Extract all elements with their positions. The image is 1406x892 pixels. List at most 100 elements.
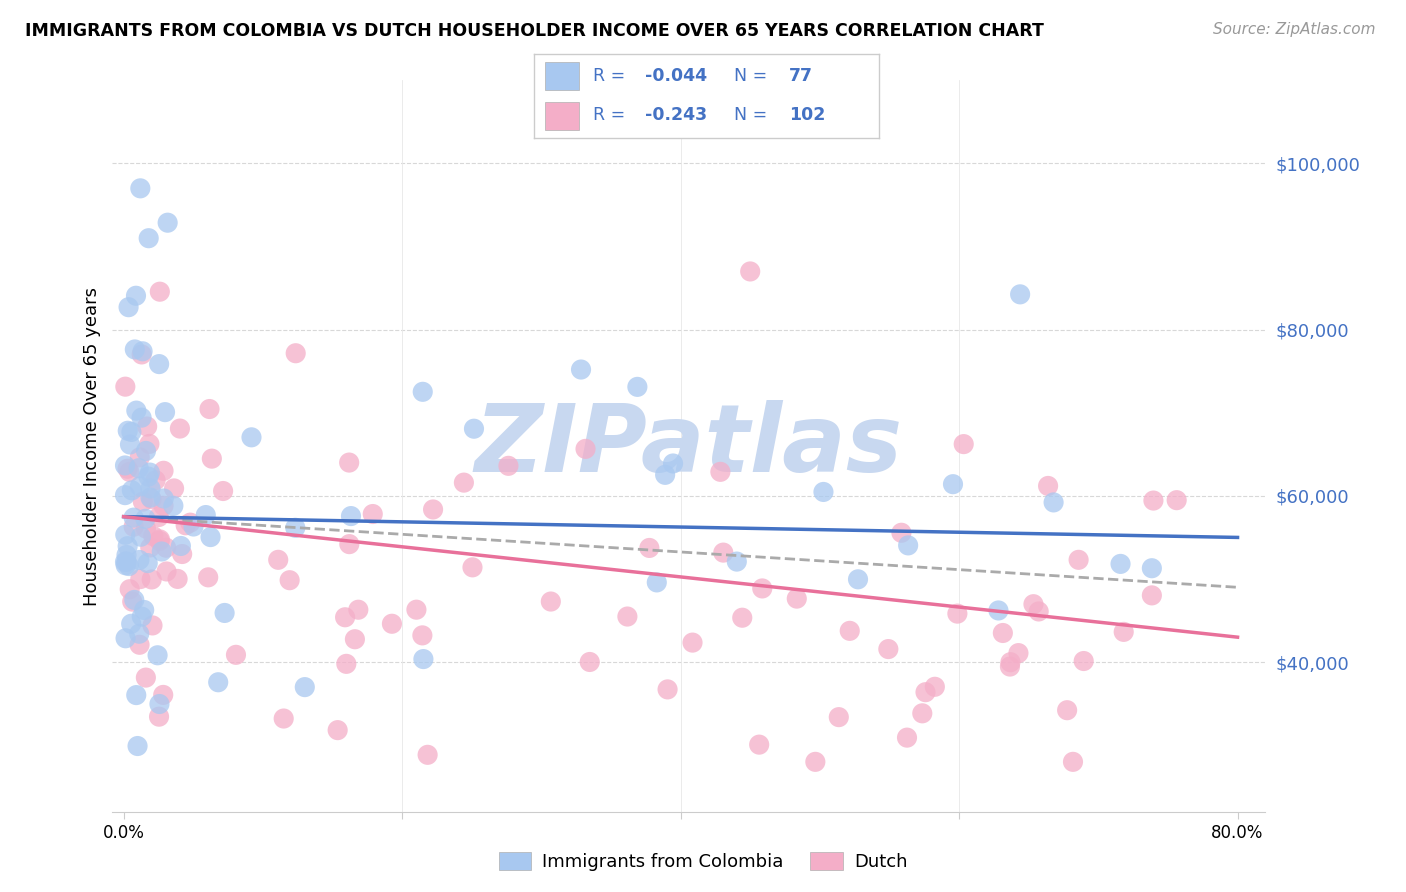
Point	[149, 285, 172, 299]
Text: ZIPatlas: ZIPatlas	[475, 400, 903, 492]
Point	[416, 747, 439, 762]
Point	[131, 410, 153, 425]
Point	[638, 541, 661, 555]
Point	[1007, 646, 1029, 660]
Point	[453, 475, 475, 490]
Point	[1028, 604, 1050, 618]
Point	[129, 572, 152, 586]
Point	[214, 606, 236, 620]
Point	[114, 488, 136, 502]
Point	[828, 710, 851, 724]
Point	[118, 559, 141, 574]
Text: Source: ZipAtlas.com: Source: ZipAtlas.com	[1212, 22, 1375, 37]
Point	[122, 519, 145, 533]
Point	[125, 688, 148, 702]
Point	[1022, 597, 1045, 611]
Point	[166, 572, 188, 586]
Point	[896, 731, 918, 745]
Point	[170, 539, 193, 553]
Point	[114, 458, 136, 473]
Point	[207, 675, 229, 690]
Point	[1112, 624, 1135, 639]
Point	[141, 618, 163, 632]
Point	[381, 616, 404, 631]
Text: N =: N =	[734, 106, 773, 124]
Point	[114, 528, 136, 542]
Point	[751, 582, 773, 596]
Point	[200, 530, 222, 544]
Point	[150, 544, 173, 558]
Point	[152, 491, 174, 506]
Point	[135, 522, 157, 536]
Point	[134, 512, 156, 526]
Point	[240, 430, 263, 444]
Point	[645, 575, 668, 590]
Point	[139, 466, 162, 480]
Point	[616, 609, 638, 624]
Point	[128, 450, 150, 465]
Point	[155, 541, 177, 555]
Point	[117, 539, 139, 553]
Point	[343, 632, 366, 647]
Point	[118, 437, 141, 451]
Point	[139, 541, 162, 555]
Point	[1140, 561, 1163, 575]
Point	[156, 216, 179, 230]
Point	[174, 518, 197, 533]
Y-axis label: Householder Income Over 65 years: Householder Income Over 65 years	[83, 286, 101, 606]
Point	[897, 538, 920, 552]
Point	[335, 657, 357, 671]
Point	[1109, 557, 1132, 571]
Point	[731, 611, 754, 625]
Point	[135, 444, 157, 458]
Point	[118, 465, 141, 479]
Point	[139, 482, 162, 496]
Point	[145, 473, 167, 487]
Point	[278, 573, 301, 587]
Point	[128, 461, 150, 475]
Point	[725, 555, 748, 569]
Point	[786, 591, 808, 606]
Point	[114, 632, 136, 646]
Point	[129, 530, 152, 544]
Text: IMMIGRANTS FROM COLOMBIA VS DUTCH HOUSEHOLDER INCOME OVER 65 YEARS CORRELATION C: IMMIGRANTS FROM COLOMBIA VS DUTCH HOUSEH…	[25, 22, 1045, 40]
Point	[148, 533, 170, 548]
Point	[1166, 493, 1188, 508]
Point	[333, 610, 356, 624]
Point	[284, 521, 307, 535]
Point	[498, 458, 520, 473]
Point	[946, 607, 969, 621]
Point	[128, 553, 150, 567]
Point	[804, 755, 827, 769]
Point	[131, 344, 153, 359]
Point	[155, 565, 177, 579]
Point	[998, 659, 1021, 673]
Point	[461, 560, 484, 574]
Point	[125, 403, 148, 417]
Point	[114, 379, 136, 393]
Point	[1140, 588, 1163, 602]
Point	[942, 477, 965, 491]
Point	[326, 723, 349, 738]
Point	[142, 529, 165, 543]
Point	[128, 626, 150, 640]
Point	[337, 537, 360, 551]
Point	[411, 628, 433, 642]
Point	[124, 343, 146, 357]
Point	[1036, 479, 1059, 493]
Point	[129, 181, 152, 195]
Point	[846, 572, 869, 586]
Point	[115, 548, 138, 562]
Point	[120, 616, 142, 631]
Point	[120, 425, 142, 439]
FancyBboxPatch shape	[544, 102, 579, 130]
Point	[114, 558, 136, 573]
Point	[225, 648, 247, 662]
Point	[911, 706, 934, 721]
Point	[149, 533, 172, 547]
Point	[115, 554, 138, 568]
Point	[194, 508, 217, 522]
Point	[169, 421, 191, 435]
Point	[148, 510, 170, 524]
Point	[740, 264, 762, 278]
